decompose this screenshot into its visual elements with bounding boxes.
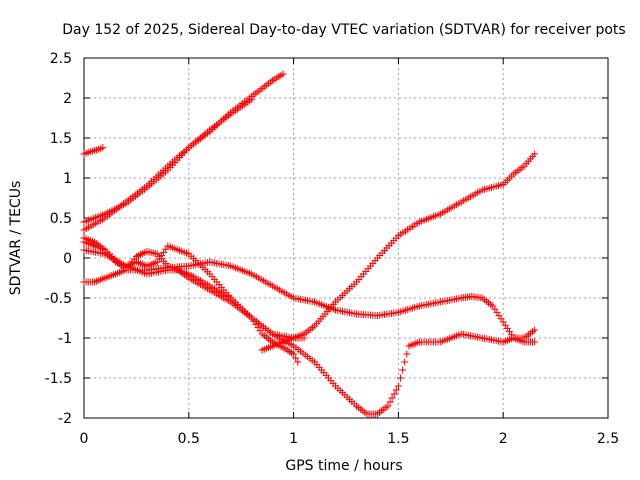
x-tick-label: 1 bbox=[289, 431, 298, 447]
data-series bbox=[80, 70, 539, 418]
data-point bbox=[531, 150, 539, 158]
series-arc-g bbox=[80, 238, 302, 366]
tick-labels: 0 0.5 1 1.5 2 2.5 -2 -1.5 -1 -0.5 0 0.5 1 1.5 2 2.5 bbox=[45, 51, 619, 447]
gridlines bbox=[84, 58, 608, 418]
data-point bbox=[294, 358, 302, 366]
y-tick-label: -0.5 bbox=[45, 291, 72, 307]
y-axis-label: SDTVAR / TECUs bbox=[8, 181, 24, 296]
series-arc-a bbox=[80, 144, 107, 158]
x-tick-label: 1.5 bbox=[387, 431, 409, 447]
data-point bbox=[292, 354, 300, 362]
series-arc-b bbox=[80, 70, 287, 226]
x-tick-label: 0.5 bbox=[178, 431, 200, 447]
y-tick-label: 1.5 bbox=[50, 131, 72, 147]
y-tick-label: 1 bbox=[63, 171, 72, 187]
series-arc-h bbox=[258, 334, 308, 354]
data-point bbox=[531, 326, 539, 334]
series-arc-f bbox=[80, 246, 539, 418]
y-tick-label: -2 bbox=[58, 411, 72, 427]
data-point bbox=[401, 358, 409, 366]
data-point bbox=[99, 144, 107, 152]
data-point bbox=[390, 390, 398, 398]
series-arc-d bbox=[80, 150, 539, 342]
y-tick-label: 0.5 bbox=[50, 211, 72, 227]
x-axis-label: GPS time / hours bbox=[285, 458, 402, 474]
data-point bbox=[403, 350, 411, 358]
data-point bbox=[399, 366, 407, 374]
data-point bbox=[392, 386, 400, 394]
y-tick-label: 0 bbox=[63, 251, 72, 267]
x-tick-label: 0 bbox=[80, 431, 89, 447]
y-tick-label: -1 bbox=[58, 331, 72, 347]
axis-ticks bbox=[83, 57, 609, 419]
chart-title: Day 152 of 2025, Sidereal Day-to-day VTE… bbox=[62, 22, 625, 38]
y-tick-label: 2.5 bbox=[50, 51, 72, 67]
x-tick-label: 2 bbox=[499, 431, 508, 447]
data-point bbox=[290, 350, 298, 358]
x-tick-label: 2.5 bbox=[597, 431, 619, 447]
y-tick-label: -1.5 bbox=[45, 371, 72, 387]
data-point bbox=[248, 96, 256, 104]
data-point bbox=[384, 402, 392, 410]
data-point bbox=[531, 338, 539, 346]
y-tick-label: 2 bbox=[63, 91, 72, 107]
data-point bbox=[279, 70, 287, 78]
data-point bbox=[394, 382, 402, 390]
series-arc-c bbox=[80, 96, 256, 234]
data-point bbox=[388, 394, 396, 402]
data-point bbox=[386, 398, 394, 406]
plot-frame bbox=[83, 57, 609, 419]
data-point bbox=[396, 374, 404, 382]
data-point bbox=[300, 334, 308, 342]
